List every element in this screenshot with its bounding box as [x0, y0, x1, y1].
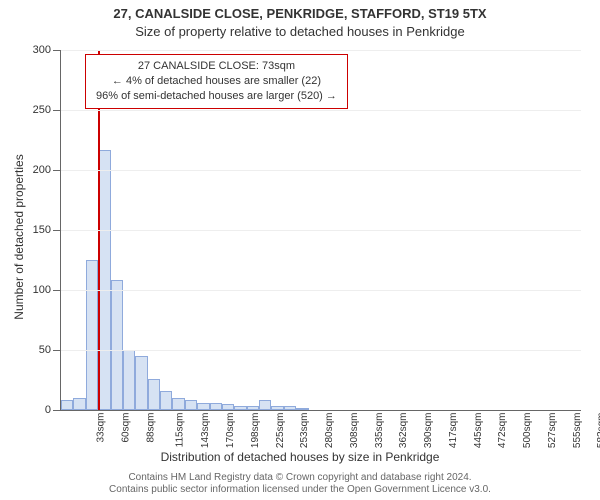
histogram-bar: [86, 260, 98, 410]
ytick: [53, 350, 61, 351]
ytick: [53, 110, 61, 111]
info-box-line2: ← 4% of detached houses are smaller (22): [96, 74, 337, 89]
xtick-label: 308sqm: [349, 413, 360, 449]
xtick-label: 198sqm: [250, 413, 261, 449]
ytick: [53, 50, 61, 51]
xtick-label: 390sqm: [423, 413, 434, 449]
xtick-label: 60sqm: [120, 413, 131, 443]
histogram-bar: [61, 400, 73, 410]
ytick-label: 250: [23, 104, 51, 116]
xtick-label: 170sqm: [225, 413, 236, 449]
chart-title-address: 27, CANALSIDE CLOSE, PENKRIDGE, STAFFORD…: [0, 6, 600, 21]
gridline: [61, 110, 581, 111]
histogram-bar: [222, 404, 234, 410]
ytick-label: 50: [23, 344, 51, 356]
info-box-line3: 96% of semi-detached houses are larger (…: [96, 89, 337, 104]
histogram-bar: [234, 406, 246, 410]
xtick-label: 362sqm: [398, 413, 409, 449]
gridline: [61, 290, 581, 291]
ytick: [53, 410, 61, 411]
y-axis-label-wrap: Number of detached properties: [5, 0, 21, 500]
xtick-label: 280sqm: [324, 413, 335, 449]
chart-container: 27, CANALSIDE CLOSE, PENKRIDGE, STAFFORD…: [0, 0, 600, 500]
histogram-bar: [160, 391, 172, 410]
xtick-label: 582sqm: [597, 413, 600, 449]
ytick-label: 150: [23, 224, 51, 236]
xtick-label: 33sqm: [96, 413, 107, 443]
xtick-label: 115sqm: [175, 413, 186, 448]
footer: Contains HM Land Registry data © Crown c…: [0, 472, 600, 496]
footer-line1: Contains HM Land Registry data © Crown c…: [0, 472, 600, 484]
xtick-label: 225sqm: [275, 413, 286, 449]
ytick-label: 100: [23, 284, 51, 296]
histogram-bar: [73, 398, 85, 410]
histogram-bar: [247, 406, 259, 410]
xtick-label: 335sqm: [374, 413, 385, 449]
histogram-bar: [197, 403, 209, 410]
footer-line2: Contains public sector information licen…: [0, 484, 600, 496]
xtick-label: 527sqm: [547, 413, 558, 449]
ytick: [53, 230, 61, 231]
xtick-label: 253sqm: [299, 413, 310, 449]
gridline: [61, 50, 581, 51]
xtick-label: 143sqm: [200, 413, 211, 449]
xtick-label: 88sqm: [145, 413, 156, 443]
info-box-line1: 27 CANALSIDE CLOSE: 73sqm: [96, 59, 337, 74]
histogram-bar: [111, 280, 123, 410]
gridline: [61, 230, 581, 231]
ytick-label: 300: [23, 44, 51, 56]
histogram-bar: [135, 356, 147, 410]
histogram-bar: [259, 400, 271, 410]
histogram-bar: [123, 350, 135, 410]
ytick: [53, 290, 61, 291]
xtick-label: 417sqm: [448, 413, 459, 449]
gridline: [61, 350, 581, 351]
xtick-label: 500sqm: [522, 413, 533, 449]
xtick-label: 445sqm: [473, 413, 484, 449]
chart-title-subtitle: Size of property relative to detached ho…: [0, 24, 600, 39]
histogram-bar: [296, 408, 308, 410]
ytick: [53, 170, 61, 171]
histogram-bar: [210, 403, 222, 410]
ytick-label: 200: [23, 164, 51, 176]
x-axis-label: Distribution of detached houses by size …: [0, 450, 600, 464]
xtick-label: 555sqm: [572, 413, 583, 449]
histogram-bar: [172, 398, 184, 410]
gridline: [61, 170, 581, 171]
histogram-bar: [284, 406, 296, 410]
histogram-bar: [271, 406, 283, 410]
histogram-bar: [185, 400, 197, 410]
ytick-label: 0: [23, 404, 51, 416]
xtick-label: 472sqm: [497, 413, 508, 449]
histogram-bar: [148, 379, 160, 410]
info-box: 27 CANALSIDE CLOSE: 73sqm ← 4% of detach…: [85, 54, 348, 109]
